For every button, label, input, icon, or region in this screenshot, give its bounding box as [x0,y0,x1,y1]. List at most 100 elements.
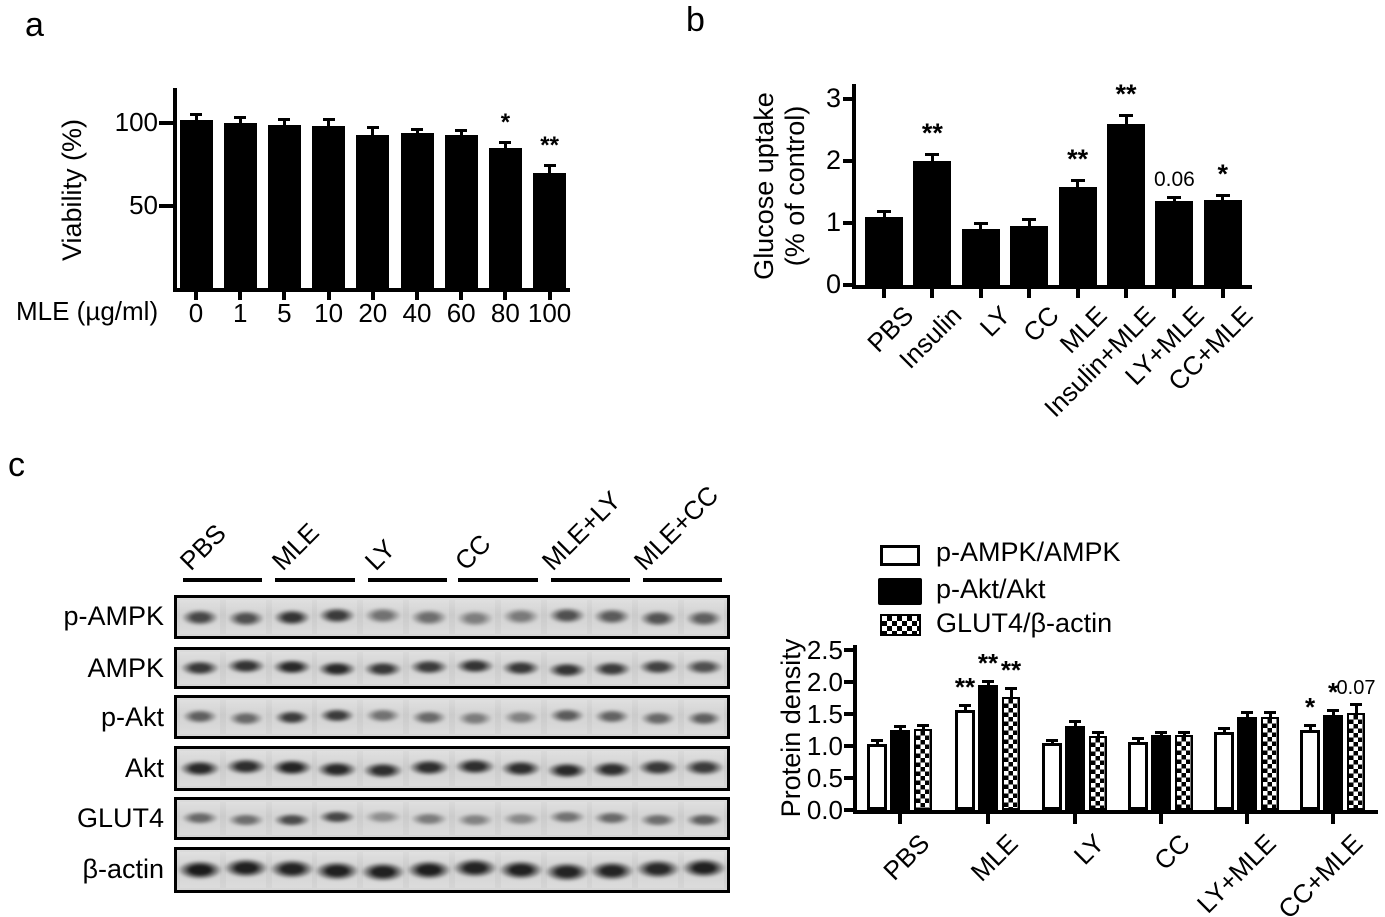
blot-band [684,658,725,675]
panel-a-error-bar-cap [543,163,556,167]
blot-band [500,659,541,676]
panel-b-bar [961,229,1000,285]
blot-band [314,861,361,882]
blot-strip [174,847,730,893]
panel-c-bar-black [1323,715,1343,810]
blot-band [592,660,633,677]
panel-a-error-bar-line [459,131,463,137]
panel-b-bar [913,161,952,285]
panel-a-x-tick [238,292,243,300]
panel-b-error-bar-cap [925,152,940,156]
panel-b-error-bar-cap [1215,194,1230,198]
blot-group-label-pbs: PBS [173,517,232,576]
panel-a-error-bar-cap [455,129,468,133]
panel-c-error-bar-line [1159,732,1163,738]
panel-a-significance: * [500,108,511,136]
blot-band [227,711,264,727]
panel-a-y-tick-label: 50 [129,189,158,220]
panel-b-significance: ** [1115,79,1137,110]
panel-c-y-tick [844,648,853,652]
blot-band [455,813,494,828]
panel-a-error-bar-cap [190,112,202,116]
panel-b-x-tick [1172,289,1177,298]
legend-swatch-black [878,578,922,605]
blot-band [453,758,496,776]
panel-c-bar-black [1151,735,1171,810]
panel-b-x-axis [852,285,1252,289]
panel-c-error-bar-cap [1132,736,1144,740]
blot-band [273,710,310,726]
panel-c-y-axis [853,645,857,814]
blot-group-underline [551,578,630,582]
blot-band [179,660,220,677]
blot-band [272,609,311,627]
blot-band [270,759,313,777]
panel-c-error-bar-line [1268,712,1272,720]
panel-b-x-tick [1124,289,1128,298]
panel-b-y-tick-label: 1 [825,207,841,237]
blot-band [177,860,223,881]
panel-a-x-tick-label: 0 [188,298,204,328]
panel-c-x-tick [1331,814,1335,824]
blot-band [589,861,636,882]
blot-band [683,758,726,776]
panel-c-error-bar-cap [1092,731,1104,735]
panel-b-y-tick-label: 2 [825,145,841,175]
panel-a-error-bar-line [371,127,375,137]
panel-b-error-bar-cap [877,209,891,213]
panel-a-x-tick [194,292,198,300]
panel-a-x-tick-label: 20 [358,298,388,328]
blot-band [548,707,585,723]
legend-swatch-checkered [880,614,921,636]
blot-band [501,608,540,626]
panel-a-error-bar-line [282,119,286,127]
panel-a-x-tick-label: 40 [402,298,432,328]
blot-lane [454,802,495,835]
blot-lane [500,700,541,734]
panel-a-bar [223,123,257,288]
blot-band [318,607,357,625]
panel-b-error-bar-line [930,154,934,163]
blot-lane [500,802,541,835]
panel-c-y-tick-label: 0.0 [806,795,843,825]
panel-a-x-tick-label: 1 [232,298,248,328]
panel-b-x-tick-label: LY [973,300,1017,343]
panel-a-error-bar-cap [234,116,247,120]
panel-c-bar-checkered [1175,735,1193,810]
blot-group-underline [183,578,262,582]
panel-c-bar-checkered [1002,696,1020,810]
panel-c-error-bar-cap [1304,723,1316,727]
panel-c-error-bar-cap [959,703,971,707]
panel-b-x-tick [1027,289,1032,298]
blot-group-underline [275,578,355,582]
blot-band [545,761,588,779]
panel-c-bar-white [1128,741,1148,810]
blot-band [410,812,449,827]
panel-b-error-bar-line [1172,197,1176,204]
panel-c-error-bar-line [921,725,925,731]
panel-a-letter: a [25,6,44,44]
blot-lane [454,700,495,734]
blot-band [685,813,724,828]
panel-a-bar [444,134,478,288]
panel-c-y-tick [844,680,853,684]
panel-c-bar-white [955,709,975,810]
blot-band [638,658,679,675]
panel-a-x-tick [415,292,419,300]
blot-band [456,711,493,727]
blot-band [591,760,634,778]
panel-c-error-bar-cap [1155,730,1167,734]
panel-a-x-tick [326,292,331,300]
panel-c-x-tick [1073,814,1077,824]
blot-band [594,708,631,724]
panel-c-error-bar-line [1136,738,1140,744]
panel-a-error-bar-cap [322,117,335,121]
panel-c-error-bar-line [1096,733,1100,739]
blot-strip [174,797,730,840]
panel-c-x-tick-label: PBS [877,828,936,887]
panel-a-bar [356,134,390,288]
panel-c-bar-black [1065,725,1085,810]
panel-c-bar-black [890,730,910,810]
panel-b-x-tick [882,289,886,298]
panel-a-error-bar-cap [278,117,291,121]
